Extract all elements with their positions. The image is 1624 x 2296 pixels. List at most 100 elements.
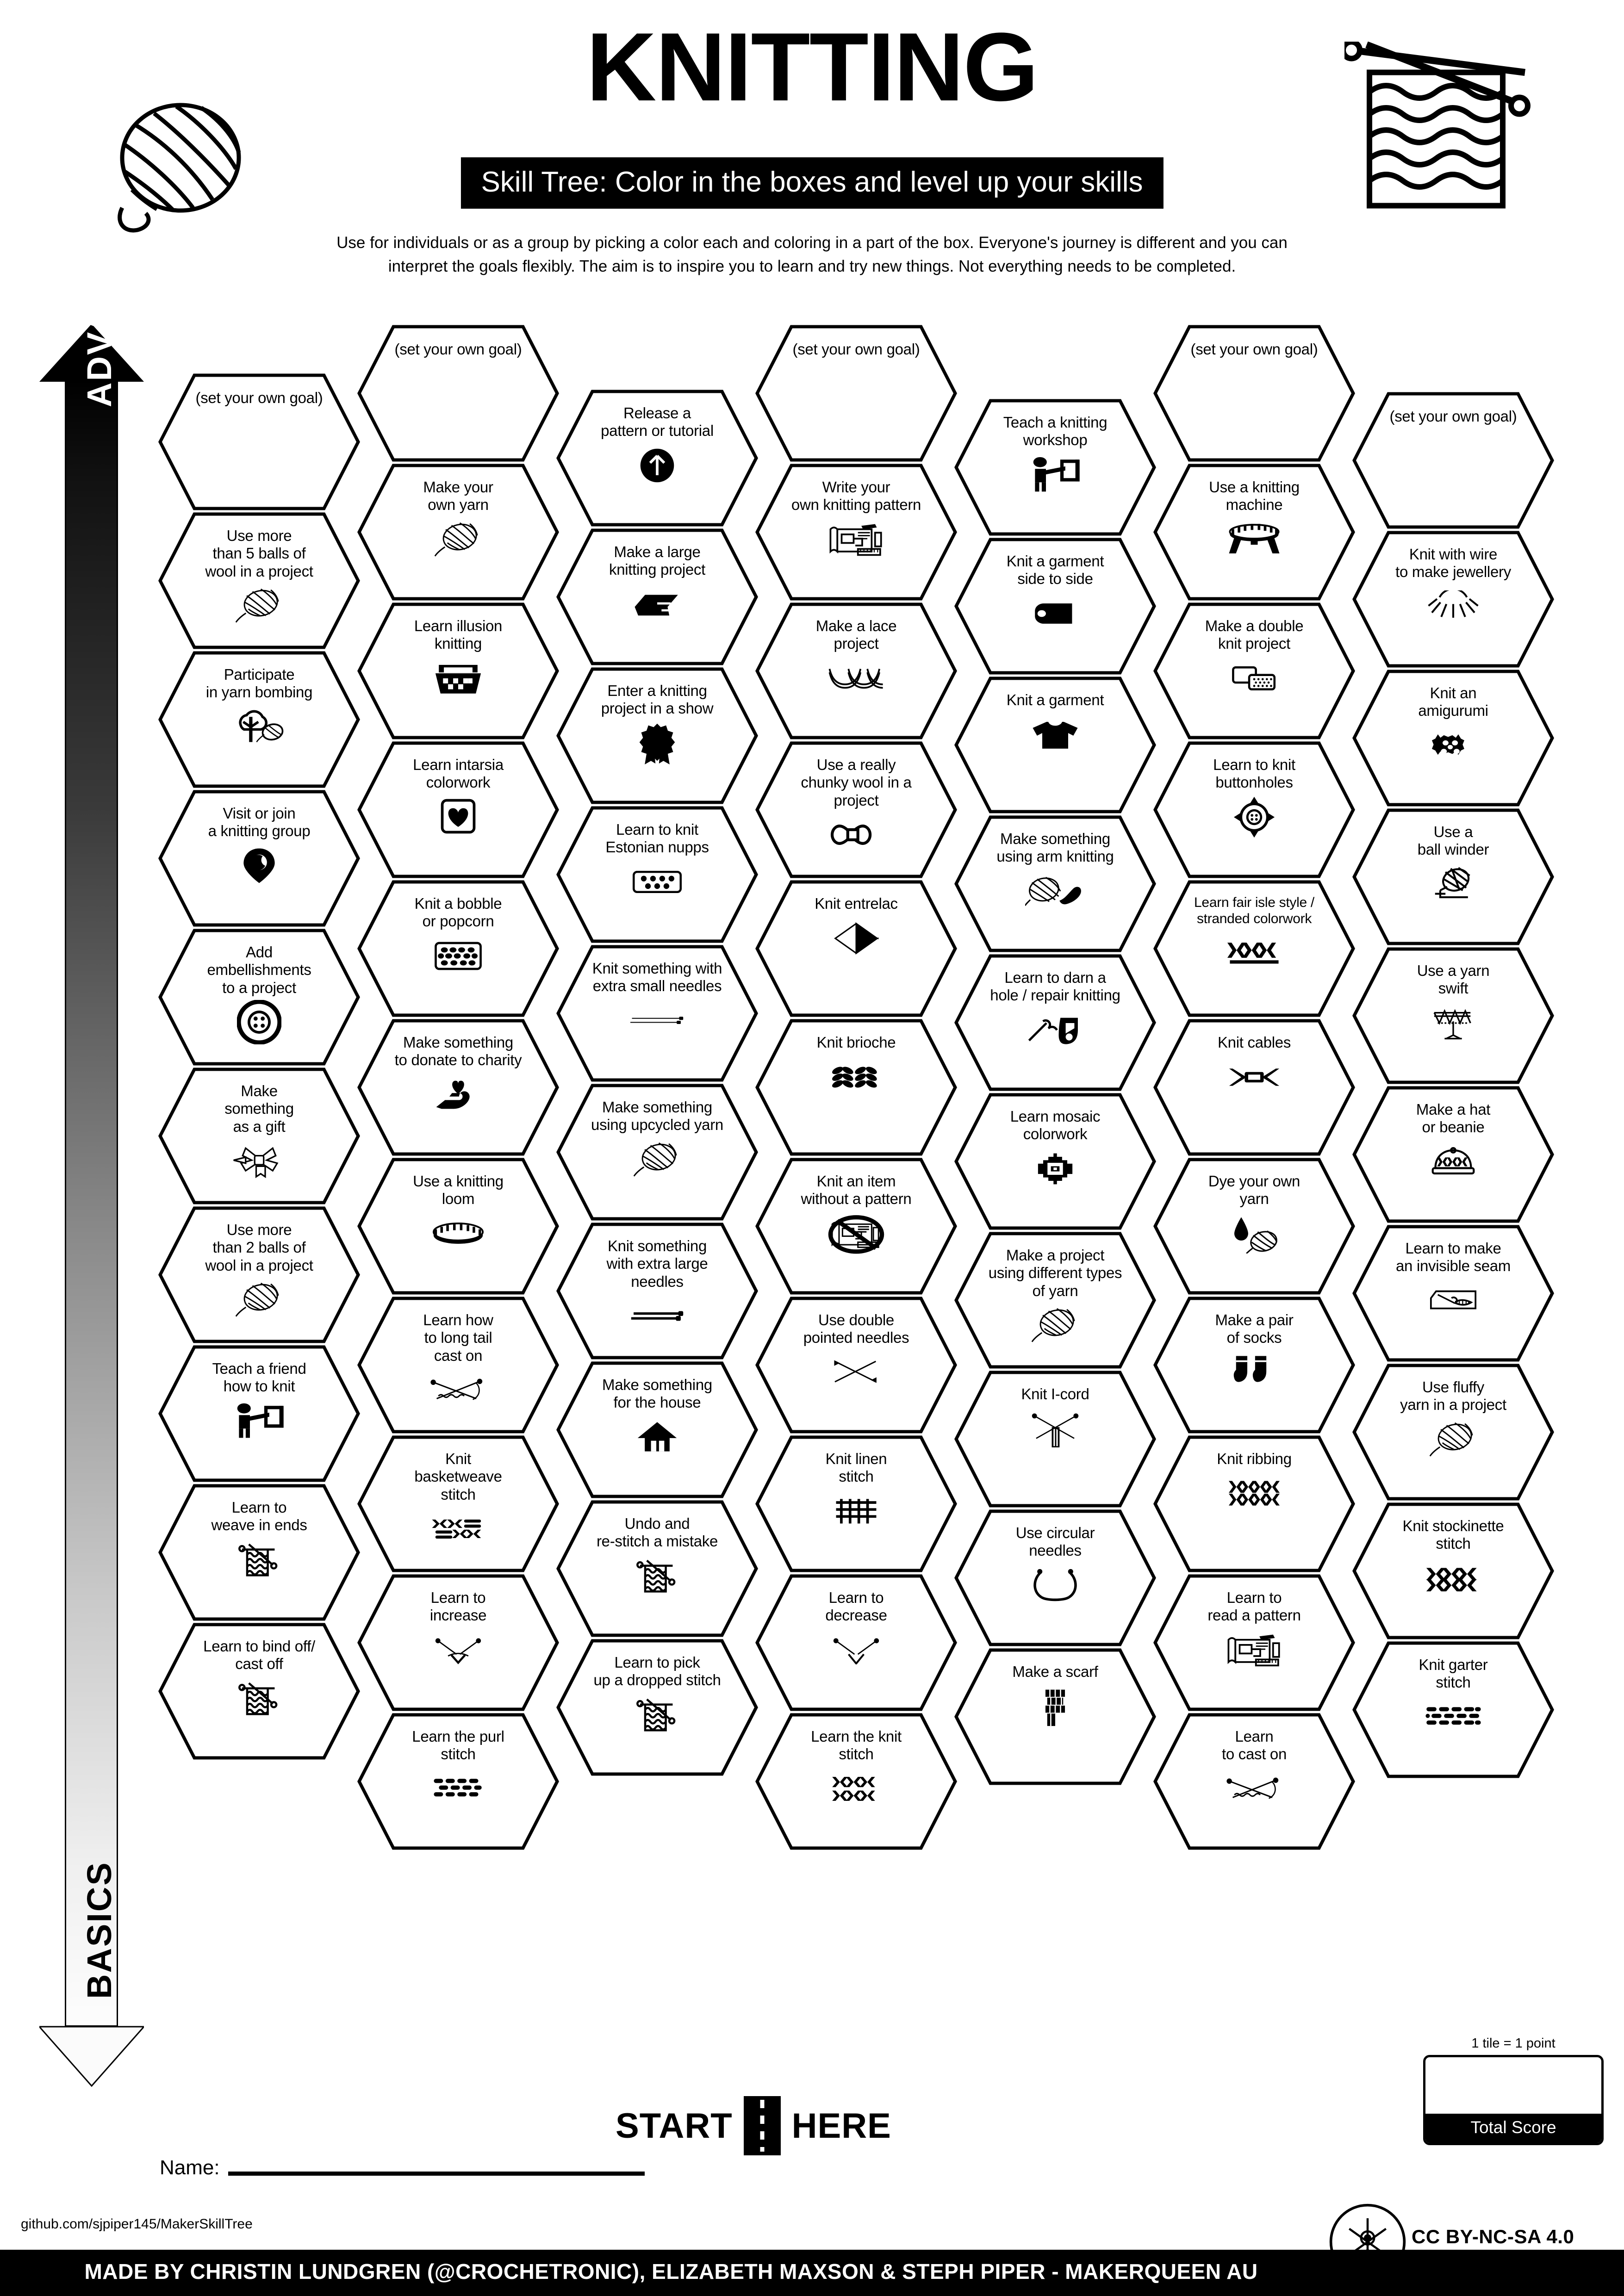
skill-tile[interactable]: Learn to bind off/cast off	[157, 1622, 361, 1761]
skill-tile[interactable]: Knit a garment side to side	[953, 537, 1157, 676]
skill-tile[interactable]: Learn to make an invisible seam	[1351, 1224, 1555, 1363]
skill-tile[interactable]: Knit something with extra large needles	[555, 1222, 759, 1360]
skill-tile-label: Make a pair of socks	[1215, 1311, 1294, 1347]
score-entry-area[interactable]	[1425, 2057, 1601, 2114]
skill-tile[interactable]: Teach a friend how to knit	[157, 1344, 361, 1483]
skill-tile[interactable]: Make something to donate to charity	[356, 1018, 560, 1157]
skill-tile[interactable]: Knit an item without a pattern	[754, 1157, 958, 1296]
skill-tile-label: Use circular needles	[1015, 1524, 1095, 1559]
skill-tile[interactable]: Learn to read a pattern	[1152, 1573, 1356, 1712]
skill-tile-label: Use more than 2 balls of wool in a project	[205, 1221, 313, 1274]
skill-tile[interactable]: Make something using arm knitting	[953, 814, 1157, 953]
skill-tile[interactable]: Make a lace project	[754, 602, 958, 740]
skill-tile[interactable]: Make something as a gift	[157, 1067, 361, 1205]
wire-jewellery-icon	[1423, 585, 1483, 629]
skill-tile[interactable]: Learn to knit buttonholes	[1152, 740, 1356, 879]
skill-tile[interactable]: Knit a bobble or popcorn	[356, 879, 560, 1018]
skill-tile-label: Knit basketweave stitch	[414, 1450, 502, 1503]
skill-tile[interactable]: Make something for the house	[555, 1360, 759, 1499]
skill-tile[interactable]: Teach a knitting workshop	[953, 398, 1157, 537]
skill-tile[interactable]: Learn to pick up a dropped stitch	[555, 1638, 759, 1777]
skill-tile[interactable]: Learn fair isle style / stranded colorwor…	[1152, 879, 1356, 1018]
skill-tile[interactable]: Make something using upcycled yarn	[555, 1083, 759, 1222]
skill-tile[interactable]: Make a hat or beanie	[1351, 1085, 1555, 1224]
cable-icon	[1224, 1055, 1284, 1099]
score-box[interactable]: Total Score	[1423, 2055, 1604, 2145]
skill-tile[interactable]: Use a really chunky wool in a project	[754, 740, 958, 879]
skill-tile[interactable]: Knit a garment	[953, 676, 1157, 814]
skill-tile[interactable]: Use more than 5 balls of wool in a project	[157, 511, 361, 650]
skill-tile[interactable]: Make your own yarn	[356, 463, 560, 602]
decrease-icon	[826, 1628, 886, 1672]
skill-tile[interactable]: Use circular needles	[953, 1508, 1157, 1647]
skill-tile[interactable]: Learn intarsia colorwork	[356, 740, 560, 879]
name-field[interactable]: Name:	[160, 2156, 645, 2179]
skill-tile[interactable]: Learn to increase	[356, 1573, 560, 1712]
skill-tile[interactable]: (set your own goal)	[1351, 391, 1555, 530]
skill-tile[interactable]: Make a pair of socks	[1152, 1296, 1356, 1434]
skill-tile[interactable]: Make a large knitting project	[555, 527, 759, 666]
skill-tile[interactable]: Learn mosaic colorwork	[953, 1092, 1157, 1231]
skill-tile[interactable]: Use a knitting loom	[356, 1157, 560, 1296]
skill-tile[interactable]: Learn to darn a hole / repair knitting	[953, 953, 1157, 1092]
skill-tile[interactable]: Release a pattern or tutorial	[555, 389, 759, 527]
skill-tile[interactable]: Use fluffy yarn in a project	[1351, 1363, 1555, 1502]
axis-gradient-bar	[65, 379, 118, 2027]
skill-tile[interactable]: Learn the knit stitch	[754, 1712, 958, 1851]
skill-tile-label: Learn to bind off/cast off	[203, 1638, 315, 1673]
skill-tile-label: Knit something with extra small needles	[592, 960, 722, 995]
skill-tile[interactable]: Dye your own yarn	[1152, 1157, 1356, 1296]
skill-tile[interactable]: Make a double knit project	[1152, 602, 1356, 740]
needle-fabric-icon	[627, 1554, 687, 1598]
skill-tile[interactable]: Make a project using different types of ya…	[953, 1231, 1157, 1370]
skill-tile[interactable]: Learn illusion knitting	[356, 602, 560, 740]
skill-tile[interactable]: Knit cables	[1152, 1018, 1356, 1157]
skill-tile[interactable]: Participate in yarn bombing	[157, 650, 361, 789]
skill-tile[interactable]: Learn to weave in ends	[157, 1483, 361, 1622]
skill-tile[interactable]: (set your own goal)	[157, 372, 361, 511]
map-pin-icon	[229, 844, 289, 888]
skill-tile[interactable]: Use more than 2 balls of wool in a project	[157, 1205, 361, 1344]
skill-tile[interactable]: Learn how to long tail cast on	[356, 1296, 560, 1434]
skill-tile[interactable]: Knit I-cord	[953, 1370, 1157, 1508]
skill-tile[interactable]: Knit entrelac	[754, 879, 958, 1018]
skill-tile[interactable]: Learn the purl stitch	[356, 1712, 560, 1851]
name-input-rule[interactable]	[228, 2172, 645, 2176]
skill-tile[interactable]: Knit with wire to make jewellery	[1351, 530, 1555, 669]
skill-tile[interactable]: Knit garter stitch	[1351, 1640, 1555, 1779]
axis-arrow-head	[39, 324, 144, 382]
skill-tile[interactable]: Use a knitting machine	[1152, 463, 1356, 602]
skill-tile[interactable]: Write your own knitting pattern	[754, 463, 958, 602]
skill-tile[interactable]: Make a scarf	[953, 1647, 1157, 1786]
tshirt-icon	[1025, 713, 1085, 757]
skill-tile[interactable]: (set your own goal)	[754, 324, 958, 463]
skill-tile[interactable]: Knit something with extra small needles	[555, 944, 759, 1083]
skill-tile[interactable]: Learn to cast on	[1152, 1712, 1356, 1851]
skill-tile[interactable]: Knit stockinette stitch	[1351, 1502, 1555, 1640]
github-link[interactable]: github.com/sjpiper145/MakerSkillTree	[21, 2216, 253, 2232]
skill-tile[interactable]: (set your own goal)	[356, 324, 560, 463]
skill-tile[interactable]: Learn to decrease	[754, 1573, 958, 1712]
skill-tile-label: Use more than 5 balls of wool in a project	[205, 527, 313, 580]
skill-tile[interactable]: Knit basketweave stitch	[356, 1434, 560, 1573]
needle-fabric-icon	[229, 1538, 289, 1582]
arm-knitting-icon	[1025, 869, 1085, 913]
skill-tile[interactable]: (set your own goal)	[1152, 324, 1356, 463]
skill-tile-label: Use a knitting loom	[413, 1173, 504, 1208]
skill-tile[interactable]: Visit or join a knitting group	[157, 789, 361, 928]
skill-tile[interactable]: Knit an amigurumi	[1351, 669, 1555, 807]
skill-tile[interactable]: Enter a knitting project in a show	[555, 666, 759, 805]
skill-tile[interactable]: Use a yarn swift	[1351, 946, 1555, 1085]
score-caption: 1 tile = 1 point	[1471, 2036, 1556, 2051]
skill-tile[interactable]: Knit brioche	[754, 1018, 958, 1157]
skill-tile[interactable]: Add embellishments to a project	[157, 928, 361, 1067]
dye-yarn-icon	[1224, 1212, 1284, 1256]
footer-bar	[0, 2250, 1624, 2296]
skill-tile[interactable]: Use double pointed needles	[754, 1296, 958, 1434]
stockinette-icon	[1423, 1557, 1483, 1601]
skill-tile[interactable]: Use a ball winder	[1351, 807, 1555, 946]
skill-tile[interactable]: Learn to knit Estonian nupps	[555, 805, 759, 944]
skill-tile[interactable]: Knit linen stitch	[754, 1434, 958, 1573]
skill-tile[interactable]: Undo and re-stitch a mistake	[555, 1499, 759, 1638]
skill-tile[interactable]: Knit ribbing	[1152, 1434, 1356, 1573]
